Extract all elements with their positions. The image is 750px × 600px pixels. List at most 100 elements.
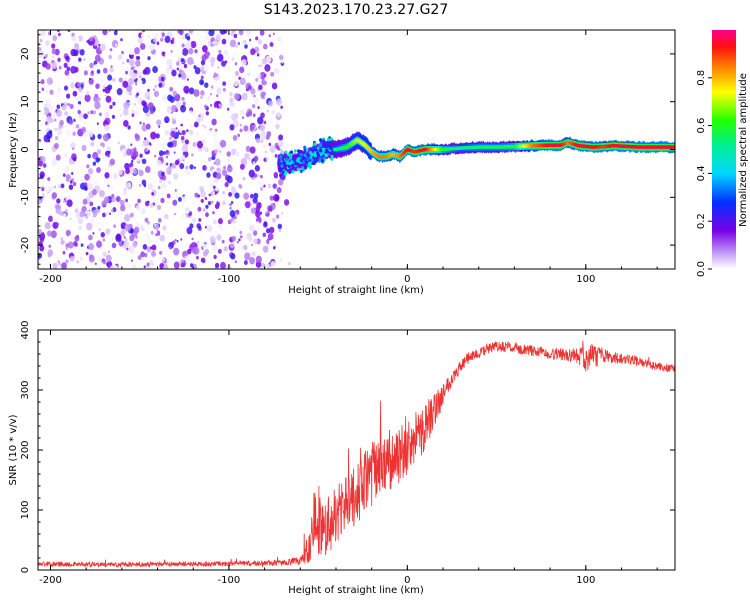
noise-blob — [176, 101, 182, 109]
noise-blob — [83, 113, 88, 120]
noise-blob — [172, 58, 176, 64]
noise-blob — [268, 100, 273, 107]
noise-blob — [50, 224, 53, 227]
noise-blob — [186, 129, 189, 133]
noise-blob — [209, 129, 213, 134]
noise-blob — [101, 200, 107, 207]
ridge-scatter — [296, 154, 300, 159]
noise-blob — [189, 263, 194, 268]
noise-blob — [193, 89, 200, 97]
noise-blob — [67, 30, 71, 33]
noise-blob — [234, 192, 240, 199]
noise-blob — [153, 90, 160, 98]
noise-blob — [98, 189, 105, 198]
noise-blob — [249, 193, 254, 199]
noise-blob — [188, 30, 194, 34]
noise-blob — [51, 203, 55, 207]
noise-blob — [203, 30, 209, 34]
noise-blob — [281, 60, 284, 64]
noise-blob — [39, 38, 43, 43]
noise-blob — [250, 88, 256, 95]
snr-y-axis-label: SNR (10 * v/v) — [8, 414, 19, 485]
ridge-scatter — [296, 158, 300, 163]
noise-blob — [259, 186, 264, 191]
ridge-scatter — [299, 154, 303, 158]
snr-line — [38, 340, 675, 569]
noise-blob — [122, 108, 129, 116]
noise-blob — [274, 154, 278, 158]
noise-blob — [121, 148, 125, 153]
noise-blob — [51, 109, 55, 113]
noise-blob — [125, 198, 129, 203]
noise-blob — [84, 186, 88, 191]
noise-blob — [206, 172, 211, 178]
noise-blob — [235, 151, 240, 158]
noise-blob — [142, 122, 145, 125]
noise-blob — [250, 124, 255, 131]
noise-blob — [111, 242, 117, 249]
noise-blob — [170, 50, 173, 53]
noise-blob — [40, 79, 45, 85]
noise-blob — [221, 60, 226, 67]
noise-blob — [213, 254, 217, 260]
noise-blob — [52, 55, 55, 59]
noise-blob — [51, 61, 58, 70]
noise-blob — [227, 66, 231, 70]
noise-blob — [142, 69, 147, 75]
noise-blob — [112, 77, 116, 82]
spectrogram-y-ticks: -20 -10 0 10 20 — [20, 34, 675, 265]
noise-blob — [96, 69, 101, 74]
noise-blob — [248, 169, 255, 178]
noise-blob — [124, 162, 130, 170]
noise-blob — [164, 129, 170, 136]
noise-blob — [178, 73, 182, 78]
colorbar-label: Normalized spectral amplitude — [738, 73, 749, 227]
noise-blob — [213, 132, 218, 138]
noise-blob — [256, 221, 260, 225]
noise-blob — [142, 221, 149, 230]
noise-blob — [122, 189, 128, 196]
noise-blob — [104, 180, 107, 184]
noise-blob — [259, 63, 263, 68]
noise-blob — [74, 42, 80, 50]
noise-blob — [135, 59, 141, 67]
noise-blob — [88, 243, 95, 251]
ridge-scatter — [318, 142, 322, 147]
noise-blob — [176, 239, 179, 243]
noise-blob — [147, 102, 154, 111]
noise-blob — [247, 155, 251, 161]
noise-blob — [104, 124, 110, 132]
noise-blob — [45, 63, 51, 70]
noise-blob — [82, 179, 85, 182]
noise-blob — [102, 238, 106, 242]
noise-blob — [195, 255, 199, 260]
noise-blob — [144, 91, 151, 100]
noise-blob — [56, 128, 63, 136]
noise-blob — [169, 65, 173, 70]
noise-blob — [78, 57, 82, 62]
noise-blob — [212, 211, 215, 215]
noise-blob — [241, 116, 245, 120]
noise-blob — [276, 36, 282, 42]
noise-blob — [185, 41, 192, 50]
noise-blob — [112, 172, 118, 180]
noise-blob — [264, 197, 269, 204]
noise-blob — [147, 34, 151, 38]
noise-blob — [66, 199, 73, 207]
noise-blob — [231, 30, 236, 33]
noise-blob — [50, 230, 57, 239]
noise-blob — [92, 232, 95, 235]
noise-blob — [250, 207, 257, 214]
noise-blob — [236, 240, 239, 244]
noise-blob — [255, 255, 262, 264]
ridge-scatter — [313, 142, 317, 146]
noise-blob — [228, 62, 232, 66]
noise-blob — [138, 169, 144, 177]
noise-blob — [193, 65, 197, 70]
noise-blob — [209, 235, 216, 244]
noise-blob — [224, 182, 229, 188]
noise-blob — [219, 139, 227, 148]
noise-blob — [241, 59, 247, 67]
ridge-scatter — [296, 167, 300, 172]
